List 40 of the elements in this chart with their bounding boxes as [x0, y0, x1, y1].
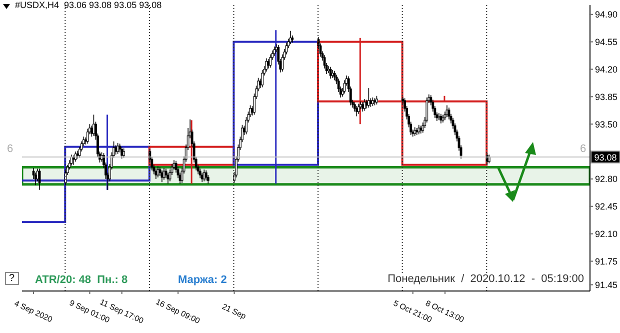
y-tick-label: 91.45: [595, 280, 618, 290]
candlestick: [363, 98, 366, 112]
ref-line-label: 93.08: [594, 152, 617, 163]
x-tick-label: 16 Sep 09:00: [154, 297, 202, 326]
candlestick: [122, 148, 126, 158]
candlestick: [38, 168, 41, 190]
y-tick-label: 94.20: [595, 64, 618, 74]
candlestick: [265, 58, 268, 72]
annotation: ATR/20: 48 Пн.: 8: [35, 274, 128, 286]
candlestick: [120, 146, 124, 159]
candlestick: [200, 172, 204, 182]
candlestick: [198, 168, 202, 179]
chart-title: #USDX,H4 93.06 93.08 93.05 93.08: [15, 0, 162, 10]
y-tick-label: 94.90: [595, 10, 618, 20]
candlestick: [204, 170, 208, 181]
x-tick-label: 4 Sep 2020: [12, 298, 54, 324]
candlestick: [446, 104, 448, 118]
candlestick: [357, 103, 360, 114]
candlestick: [343, 80, 346, 94]
candlestick: [202, 169, 206, 182]
candlestick: [261, 70, 264, 88]
text: 6: [7, 143, 14, 155]
candlestick: [166, 172, 170, 184]
y-tick-label: 94.55: [595, 37, 618, 48]
annotation: 6: [580, 143, 586, 155]
y-tick-label: 92.45: [595, 202, 618, 212]
candlestick: [34, 172, 37, 186]
candlestick: [162, 168, 166, 180]
y-tick-label: 92.80: [595, 174, 618, 184]
annotation: Понедельник / 2020.10.12 - 05:19:00: [388, 273, 584, 285]
x-tick-label: 21 Sep: [220, 302, 248, 322]
y-tick-label: 91.75: [595, 256, 618, 266]
candlestick: [269, 54, 272, 68]
text: ?: [5, 272, 19, 285]
y-tick-label: 93.85: [595, 92, 618, 102]
y-tick-label: 92.10: [595, 228, 618, 239]
annotation: Маржа: 2: [178, 274, 227, 286]
y-tick-label: 93.50: [595, 119, 618, 130]
candlestick: [86, 128, 89, 144]
candlestick: [355, 106, 358, 117]
